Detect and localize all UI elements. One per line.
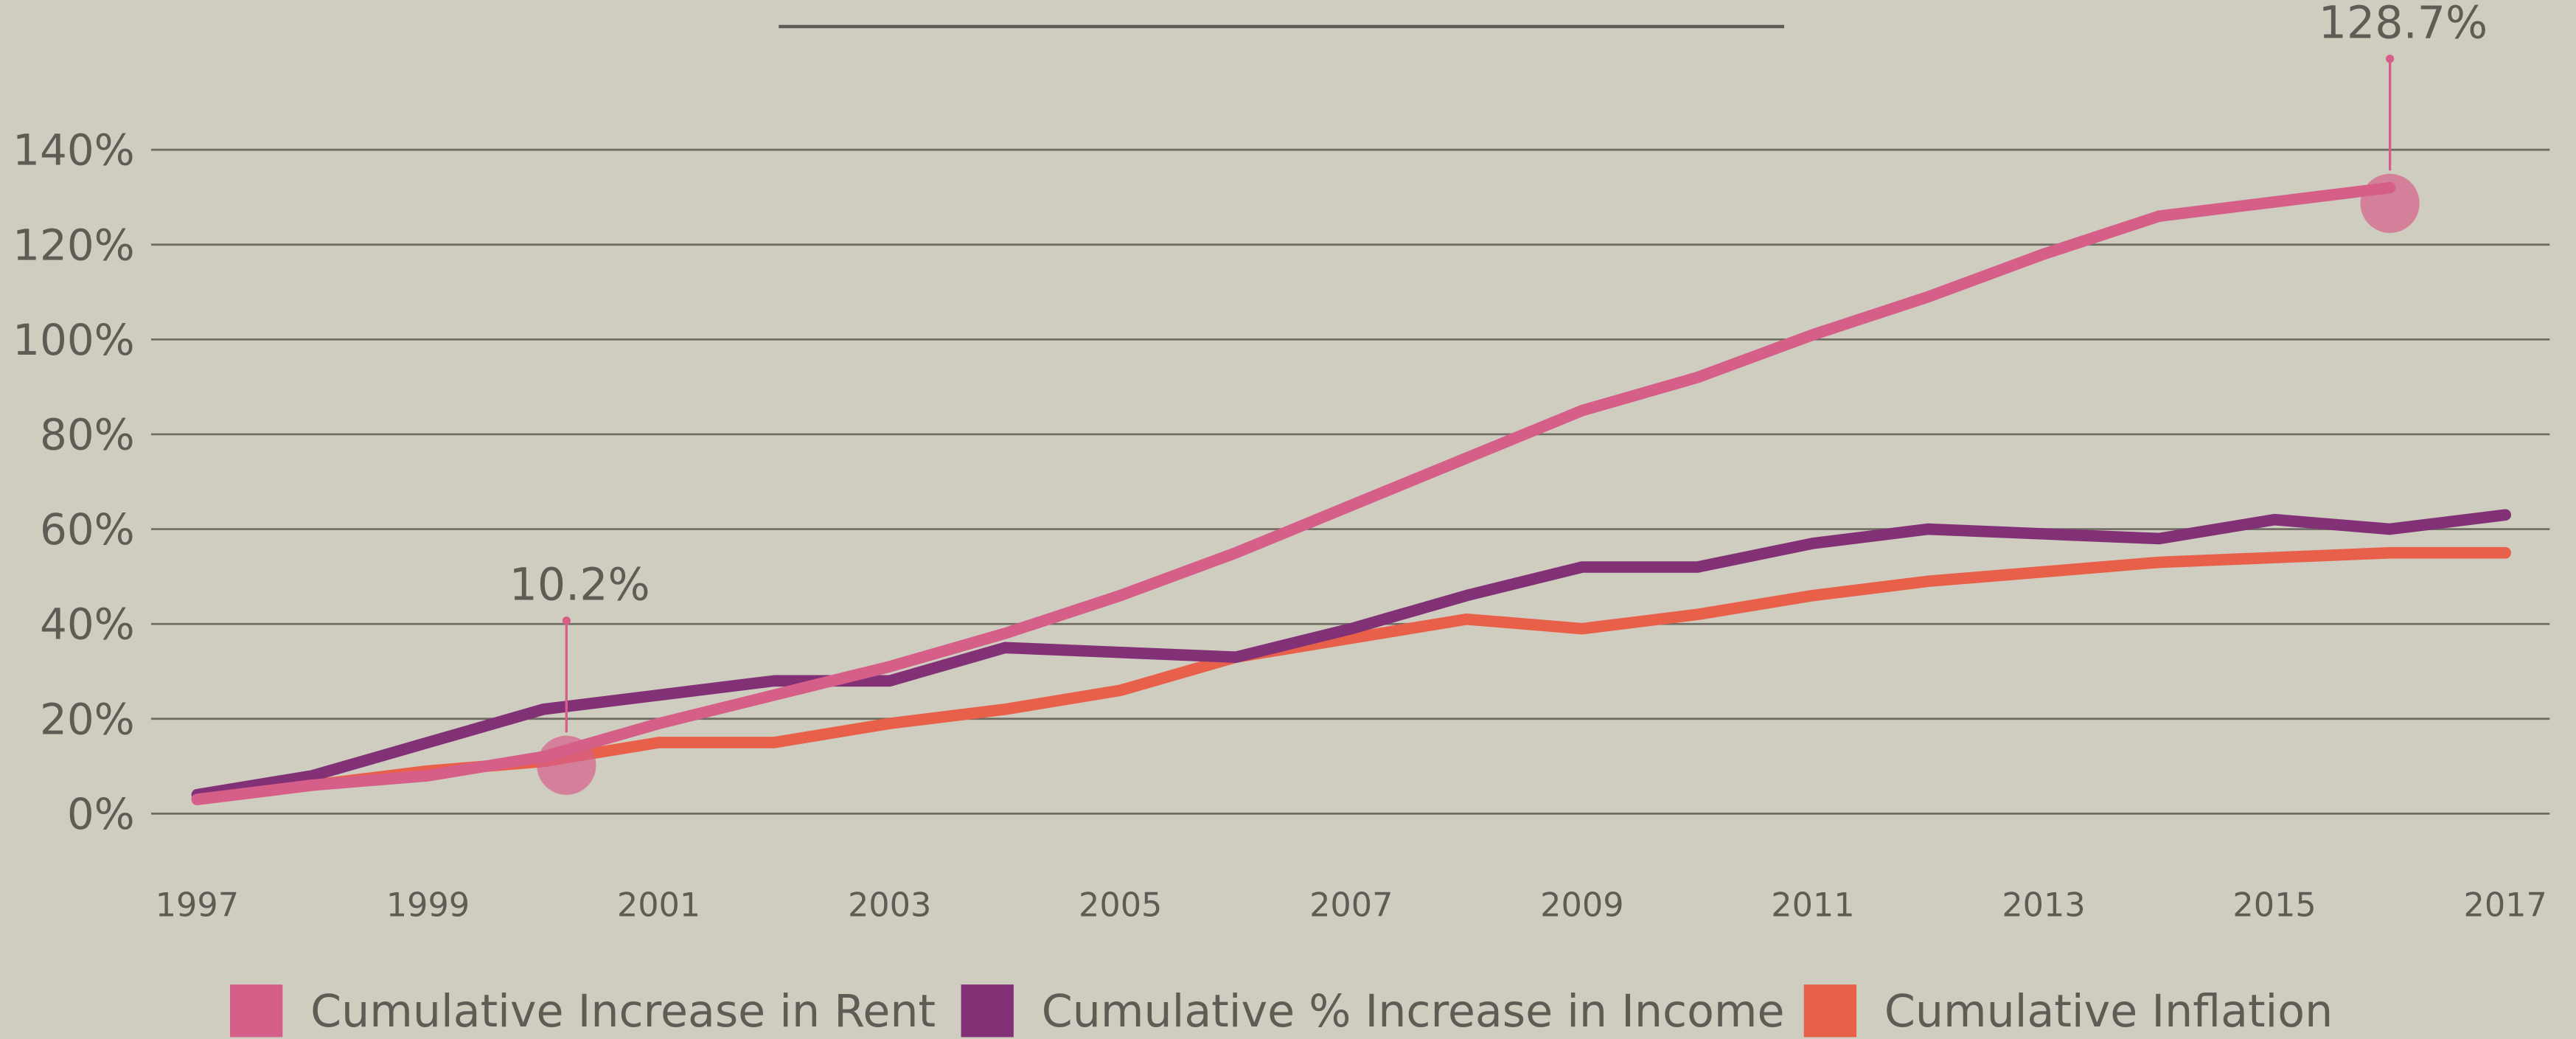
y-tick-label: 100% (13, 315, 135, 365)
y-tick-label: 80% (40, 410, 135, 460)
annotation-dot (2386, 55, 2395, 63)
y-tick-label: 40% (40, 600, 135, 650)
y-tick-label: 60% (40, 504, 135, 555)
x-tick-label: 2001 (617, 886, 700, 924)
annotation-dot (562, 616, 571, 625)
legend-swatch (1803, 984, 1856, 1038)
x-tick-label: 2003 (848, 886, 931, 924)
legend-swatch (229, 984, 283, 1038)
x-tick-label: 1997 (156, 886, 239, 924)
annotation-marker (2360, 173, 2420, 233)
annotation-label: 10.2% (509, 560, 650, 611)
y-tick-label: 20% (40, 694, 135, 744)
x-tick-label: 2005 (1079, 886, 1162, 924)
y-tick-label: 140% (13, 125, 135, 176)
x-tick-label: 2007 (1309, 886, 1393, 924)
y-tick-label: 120% (13, 220, 135, 270)
plot: 0% 20% 40% 60% 80% 100% 120% 140% 1997 1999 2001 20… (13, 0, 2550, 1038)
x-tick-label: 2015 (2232, 886, 2316, 924)
x-tick-label: 2013 (2002, 886, 2085, 924)
legend-label: Cumulative % Increase in Income (1042, 986, 1785, 1038)
x-tick-label: 2011 (1771, 886, 1854, 924)
legend-swatch (961, 984, 1014, 1038)
y-tick-label: 0% (67, 789, 135, 839)
x-tick-label: 2009 (1540, 886, 1623, 924)
annotation-marker (537, 735, 596, 795)
series-line (191, 509, 2511, 801)
annotation-label: 128.7% (2319, 0, 2488, 49)
legend-label: Cumulative Inflation (1884, 986, 2333, 1038)
x-tick-label: 1999 (386, 886, 470, 924)
legend-label: Cumulative Increase in Rent (310, 986, 936, 1038)
x-tick-label: 2017 (2463, 886, 2547, 924)
